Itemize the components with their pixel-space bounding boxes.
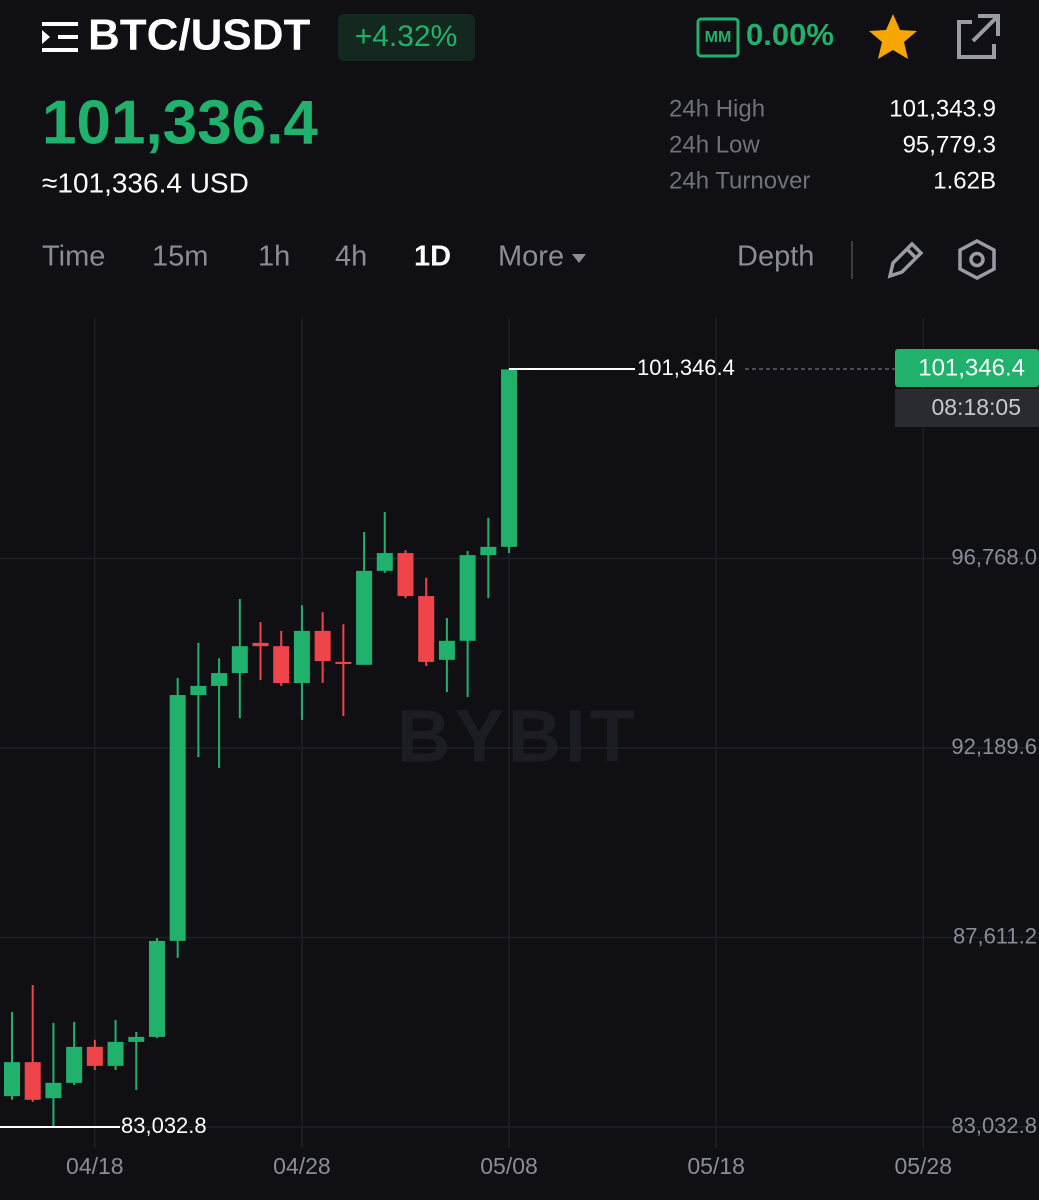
candle-body [24,1062,41,1100]
candle-body [148,940,165,1037]
countdown-bg [895,389,1039,428]
converted-price: ≈101,336.4 USD [42,167,249,198]
y-tick-label: 92,189.6 [951,734,1037,759]
share-icon[interactable] [957,14,1000,59]
favorite-star[interactable] [869,14,917,59]
settings-icon[interactable] [958,239,996,280]
candle-body [107,1041,124,1066]
candle-body [128,1036,145,1042]
candle-body [501,369,518,547]
candle-body [459,555,476,641]
plot [4,369,518,1128]
last-price: 101,336.4 [42,88,318,157]
draw-icon[interactable] [887,241,924,279]
candle-body [211,673,228,686]
menu-icon[interactable] [42,22,78,52]
candle-body [66,1046,83,1083]
x-tick-label: 04/18 [66,1153,124,1179]
watermark: BYBIT [397,695,639,778]
candle-body [190,685,207,696]
candle-body [438,640,455,660]
tab[interactable]: Depth [737,241,814,273]
tab[interactable]: 1h [258,241,290,273]
last-price-tag-bg [895,349,1039,388]
candle-body [356,570,373,665]
tab[interactable]: 1D [414,241,451,273]
x-tick-label: 05/08 [480,1153,538,1179]
x-tick-label: 05/18 [687,1153,745,1179]
tab[interactable]: Time [42,241,105,273]
y-tick-label: 96,768.0 [951,544,1037,569]
y-tick-label: 87,611.2 [953,923,1037,948]
stats: 24h High 101,343.9 24h Low 95,779.3 24h Turn… [669,95,996,194]
candle-body [418,596,435,662]
mm-label: MM [705,29,732,46]
more-caret [572,254,586,263]
candle-body [314,630,331,662]
change: +4.32% [355,20,458,53]
candle-body [86,1046,103,1066]
stat-value: 101,343.9 [889,95,996,122]
tab[interactable]: 15m [152,241,208,273]
candle-body [376,553,393,571]
pair[interactable]: BTC/USDT [88,11,311,60]
candle-body [397,553,414,597]
mm-rate: 0.00% [746,17,834,52]
y-tick-label: 83,032.8 [951,1113,1037,1138]
stat-value: 95,779.3 [903,131,996,158]
low-marker-label: 83,032.8 [121,1113,207,1138]
tabs: Time 15m 1h 4h 1D More Depth [42,241,814,273]
candle-body [4,1062,20,1097]
candle-body [273,646,290,684]
x-tick-label: 05/28 [894,1153,952,1179]
stat-label: 24h Turnover [669,167,810,194]
candle-body [45,1082,62,1099]
countdown: 08:18:05 [931,394,1021,420]
candle-body [169,695,186,941]
candle-body [335,661,352,664]
candle-body [252,642,269,647]
candle-body [231,646,248,674]
x-tick-label: 04/28 [273,1153,331,1179]
tab[interactable]: 4h [335,241,367,273]
change-badge [338,14,475,61]
overlay: 83,032.8 87,611.2 92,189.6 96,768.0 04/18 04/… [0,349,1039,1179]
high-marker-label: 101,346.4 [637,355,735,380]
stat-value: 1.62B [933,167,996,194]
stat-label: 24h High [669,95,765,122]
mm-box[interactable] [696,17,740,58]
tab[interactable]: More [498,241,564,273]
last-price-tag: 101,346.4 [918,354,1025,381]
stat-label: 24h Low [669,131,760,158]
candle-body [293,630,310,684]
candle-body [480,546,497,556]
